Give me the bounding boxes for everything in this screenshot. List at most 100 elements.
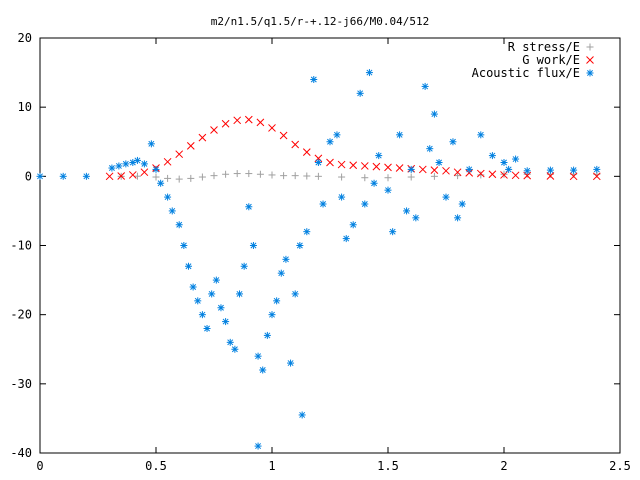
series-2-point (319, 200, 327, 208)
x-tick-label: 2 (500, 459, 507, 473)
series-0-point (384, 174, 392, 182)
series-1-point (430, 166, 439, 174)
series-1-point (128, 171, 137, 179)
series-2-point (421, 82, 429, 90)
series-2-point (152, 165, 160, 173)
series-1-point (488, 170, 497, 179)
series-1-point (279, 131, 288, 140)
series-2-point (231, 345, 239, 353)
series-2-point (430, 110, 438, 118)
series-1-point (244, 115, 253, 124)
series-1-point (268, 124, 276, 132)
series-1-point (291, 140, 300, 149)
series-1-point (140, 168, 149, 177)
series-1-point (105, 172, 114, 181)
series-0-point (222, 170, 230, 178)
series-2-point (326, 138, 334, 146)
x-tick-label: 0 (36, 459, 43, 473)
y-tick-label: -10 (10, 239, 32, 253)
series-2-point (212, 276, 220, 284)
legend-label: G work/E (522, 53, 580, 67)
series-2-point (310, 76, 318, 83)
series-1-point (360, 162, 369, 170)
series-0-point (291, 172, 299, 180)
series-2-point (403, 207, 411, 215)
series-2-point (426, 145, 434, 153)
series-2-point (523, 167, 531, 175)
series-1-point (395, 164, 404, 172)
series-2-point (273, 297, 281, 305)
series-2-point (361, 200, 369, 208)
series-0-point (187, 174, 195, 182)
series-1-point (442, 166, 450, 175)
series-2-point (282, 255, 290, 263)
series-1-point (163, 157, 172, 166)
series-1-point (372, 162, 381, 171)
series-1-point (349, 161, 358, 170)
series-2-point (296, 242, 304, 249)
series-2-point (254, 442, 262, 450)
series-0-point (133, 172, 141, 180)
legend-label: R stress/E (508, 40, 580, 54)
series-2-point (189, 283, 197, 291)
series-2-point (226, 338, 234, 346)
series-0-point (245, 170, 253, 178)
series-2-point (314, 159, 322, 166)
series-0-point (256, 170, 264, 178)
series-2-point (217, 304, 225, 312)
series-0-point (430, 172, 438, 180)
series-2-point (203, 325, 211, 332)
series-2-point (349, 221, 357, 229)
series-1-point (302, 148, 311, 156)
series-0-point (233, 170, 241, 178)
series-0-point (407, 173, 415, 181)
series-0-point (210, 172, 218, 180)
axes: 0 0.5 1 1.5 2 2.5 20 10 0 -10 -20 -30 -40 (10, 31, 631, 473)
series-2-point (263, 331, 271, 339)
series-2-point (249, 242, 257, 249)
series-2-point (184, 262, 192, 270)
series-2-point (291, 290, 299, 298)
series-1-point (256, 118, 265, 127)
series-1-point (117, 172, 126, 180)
series-1-point (569, 172, 578, 181)
series-2-point (108, 164, 116, 172)
y-tick-label: -30 (10, 377, 32, 391)
series-2-point (407, 165, 415, 173)
series-1-point (418, 165, 427, 174)
series-1-point (210, 126, 218, 134)
series-2-point (512, 155, 520, 163)
series-2-point (122, 160, 130, 168)
series-2-point (157, 179, 165, 187)
series-2-point (245, 203, 253, 211)
series-2-point (180, 242, 188, 249)
series-2-point (365, 69, 373, 77)
series-1-point (500, 171, 508, 179)
series-1-point (221, 119, 230, 128)
series-0-point (198, 173, 206, 181)
series-2-point (477, 131, 485, 139)
series-0-point (268, 171, 276, 179)
series-2-point (333, 131, 341, 139)
series-2-point (356, 89, 364, 97)
series-2-point (298, 411, 306, 419)
series-2-point (303, 228, 311, 236)
series-1-point (198, 133, 207, 142)
series-2-point (287, 359, 295, 367)
series-0-point (361, 174, 369, 182)
series-1-point (186, 142, 195, 150)
plot-border (39, 37, 621, 454)
series-2-point (593, 165, 601, 173)
series-2-point (240, 262, 248, 270)
series-1-point (175, 150, 184, 159)
series-2-point (140, 160, 148, 168)
x-tick-label: 2.5 (609, 459, 631, 473)
series-2-point (338, 193, 346, 201)
series-2-point (454, 214, 462, 222)
x-tick-label: 1 (268, 459, 275, 473)
data-marks (36, 69, 601, 450)
series-2-point (147, 140, 155, 148)
series-2-point (168, 207, 176, 215)
series-2-point (222, 318, 230, 326)
